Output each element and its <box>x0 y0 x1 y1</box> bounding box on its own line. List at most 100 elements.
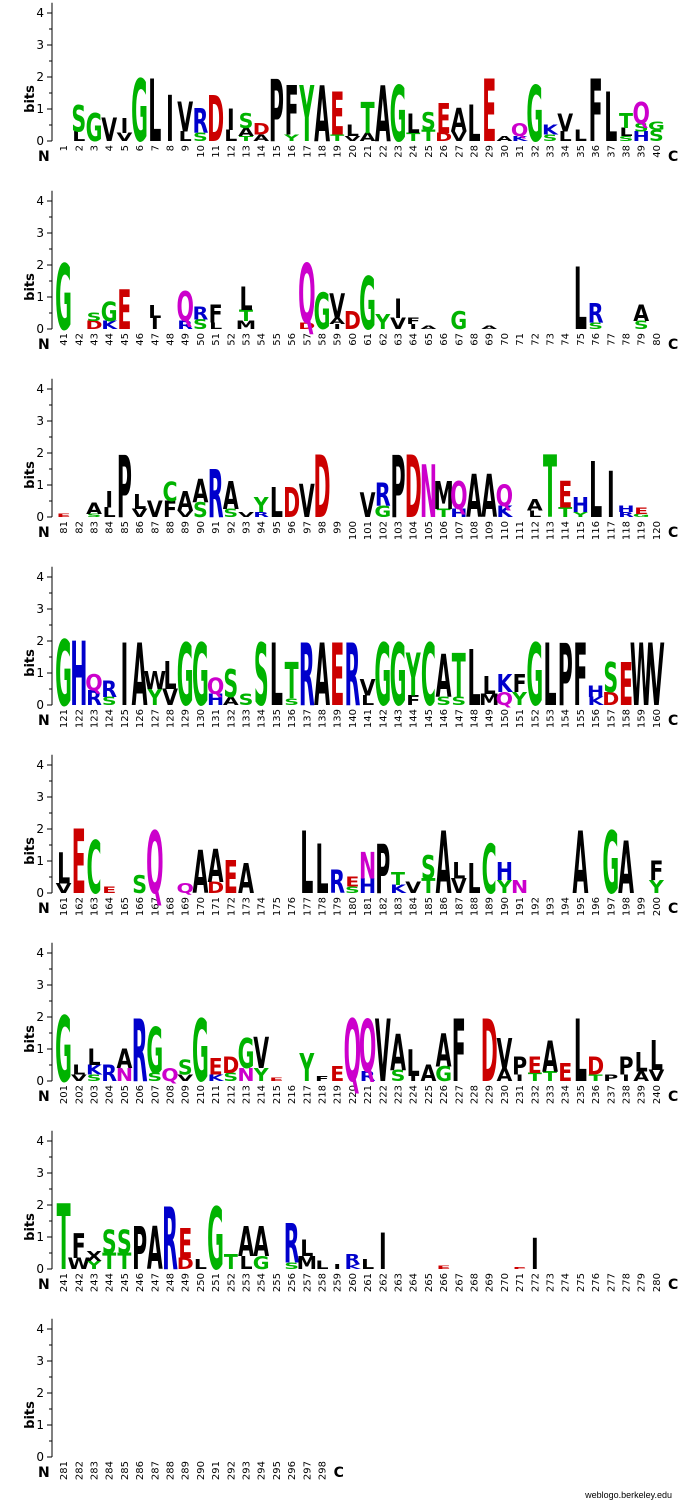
n-terminus-label: N <box>38 1089 50 1105</box>
position-label: 86 <box>135 521 146 534</box>
residue-glyph: T <box>528 1071 543 1084</box>
residue-glyph: P <box>269 61 284 161</box>
position-label: 230 <box>500 1085 511 1104</box>
residue-glyph: A <box>192 474 208 511</box>
residue-glyph: D <box>602 688 619 710</box>
residue-glyph: R <box>284 1212 300 1275</box>
position-label: 198 <box>622 897 633 916</box>
position-label: 13 <box>242 145 253 158</box>
residue-glyph: G <box>450 307 467 335</box>
position-label: 143 <box>394 709 405 728</box>
y-tick-label: 2 <box>36 634 44 648</box>
position-label: 54 <box>257 333 268 346</box>
residue-glyph: D <box>298 320 315 331</box>
position-label: 29 <box>485 145 496 158</box>
position-label: 121 <box>59 709 70 728</box>
position-label: 160 <box>652 709 663 728</box>
residue-glyph: L <box>87 1045 100 1071</box>
y-tick-label: 1 <box>36 290 44 304</box>
residue-glyph: L <box>574 127 587 145</box>
residue-glyph: W <box>143 667 166 695</box>
position-label: 187 <box>454 897 465 916</box>
residue-glyph: G <box>526 625 543 725</box>
y-tick-label: 4 <box>36 570 44 584</box>
residue-glyph: A <box>238 1218 254 1266</box>
residue-glyph: S <box>649 127 664 145</box>
residue-glyph: G <box>648 120 665 133</box>
position-label: 227 <box>454 1085 465 1104</box>
position-label: 47 <box>150 333 161 346</box>
position-label: 64 <box>409 333 420 346</box>
residue-glyph: A <box>466 464 482 532</box>
position-label: 49 <box>181 333 192 346</box>
position-label: 22 <box>378 145 389 158</box>
position-label: 57 <box>302 333 313 346</box>
position-label: 76 <box>591 333 602 346</box>
residue-glyph: L <box>72 129 85 145</box>
residue-glyph: I <box>394 293 402 325</box>
position-label: 166 <box>135 897 146 916</box>
position-label: 184 <box>409 897 420 916</box>
position-label: 101 <box>363 521 374 540</box>
residue-glyph: R <box>253 511 269 519</box>
residue-glyph: L <box>315 829 328 909</box>
residue-glyph: G <box>253 1252 270 1274</box>
position-label: 257 <box>302 1273 313 1292</box>
y-axis-label: bits <box>23 1213 38 1241</box>
residue-glyph: L <box>589 447 602 536</box>
residue-glyph: A <box>496 135 512 143</box>
residue-glyph: S <box>71 98 86 140</box>
residue-glyph: A <box>177 486 193 518</box>
position-label: 259 <box>333 1273 344 1292</box>
position-label: 204 <box>105 1085 116 1104</box>
position-label: 155 <box>576 709 587 728</box>
residue-glyph: R <box>86 686 102 710</box>
position-label: 247 <box>150 1273 161 1292</box>
position-label: 59 <box>333 333 344 346</box>
position-label: 229 <box>485 1085 496 1104</box>
residue-glyph: K <box>588 695 605 708</box>
residue-glyph: G <box>146 1015 163 1089</box>
position-label: 32 <box>530 145 541 158</box>
residue-glyph: L <box>209 320 222 331</box>
position-label: 224 <box>409 1085 420 1104</box>
residue-glyph: R <box>345 625 361 725</box>
position-label: 83 <box>90 521 101 534</box>
residue-glyph: G <box>314 283 331 341</box>
residue-glyph: D <box>207 879 224 897</box>
residue-glyph: S <box>619 135 634 143</box>
c-terminus-label: C <box>668 713 678 729</box>
residue-glyph: S <box>87 311 102 324</box>
residue-glyph: Y <box>299 1046 315 1091</box>
position-label: 182 <box>378 897 389 916</box>
residue-glyph: Q <box>298 247 315 342</box>
residue-glyph: L <box>239 1252 252 1274</box>
position-label: 226 <box>439 1085 450 1104</box>
residue-glyph: G <box>55 246 72 351</box>
residue-glyph: L <box>163 654 176 699</box>
position-label: 7 <box>150 145 161 151</box>
residue-glyph: N <box>511 876 528 898</box>
position-label: 30 <box>500 145 511 158</box>
residue-glyph: E <box>209 1055 223 1081</box>
y-tick-label: 3 <box>36 602 44 616</box>
y-tick-label: 1 <box>36 666 44 680</box>
residue-glyph: A <box>618 826 634 910</box>
position-label: 219 <box>333 1085 344 1104</box>
residue-glyph: A <box>420 1061 436 1087</box>
position-label: 192 <box>530 897 541 916</box>
position-label: 93 <box>242 521 253 534</box>
y-tick-label: 0 <box>36 322 44 336</box>
residue-glyph: G <box>390 625 407 725</box>
y-tick-label: 2 <box>36 70 44 84</box>
residue-glyph: L <box>179 129 192 145</box>
residue-glyph: V <box>177 508 194 519</box>
residue-glyph: G <box>101 296 118 328</box>
position-label: 263 <box>394 1273 405 1292</box>
residue-glyph: G <box>55 622 72 727</box>
position-label: 61 <box>363 333 374 346</box>
position-label: 268 <box>470 1273 481 1292</box>
